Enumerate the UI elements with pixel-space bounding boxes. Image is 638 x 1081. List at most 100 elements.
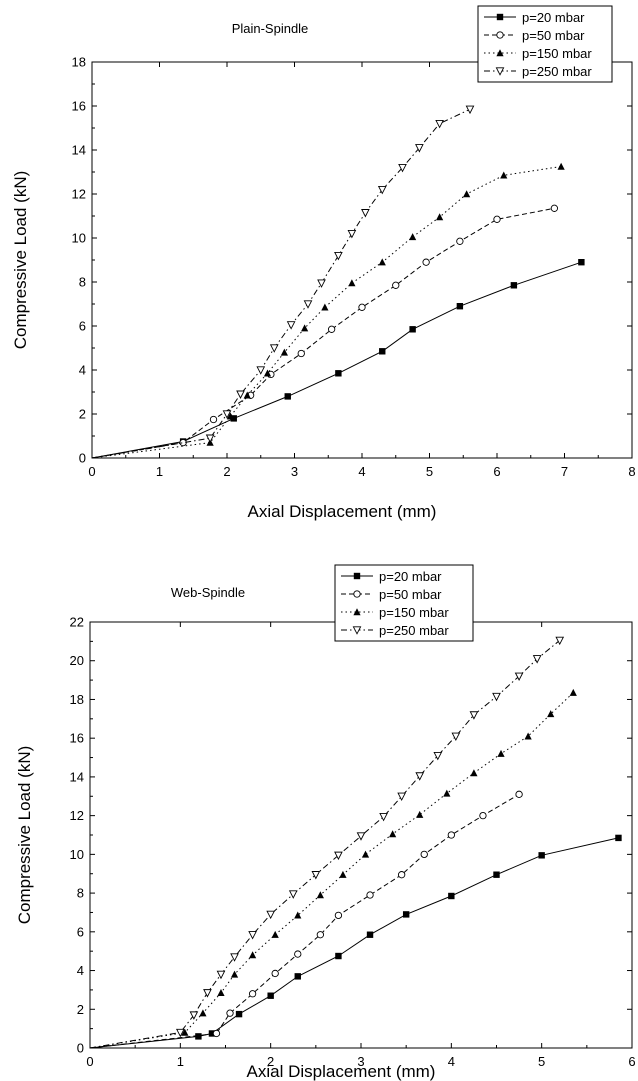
y-tick-label: 18 (72, 55, 86, 70)
x-tick-label: 8 (628, 464, 635, 479)
data-point (356, 832, 366, 841)
data-point (327, 325, 336, 333)
data-point (226, 1009, 234, 1017)
y-tick-label: 16 (72, 99, 86, 114)
y-axis-label: Compressive Load (kN) (11, 171, 30, 350)
data-point (339, 870, 347, 878)
data-point (317, 279, 326, 288)
data-point (256, 366, 266, 375)
y-tick-label: 18 (70, 692, 84, 707)
data-point (263, 369, 272, 377)
data-point (415, 144, 424, 153)
plot-frame (91, 61, 633, 459)
legend-marker (496, 31, 504, 39)
data-point (205, 434, 215, 443)
data-point (203, 989, 212, 998)
data-point (189, 1011, 199, 1020)
x-tick-label: 2 (267, 1054, 274, 1069)
data-point (493, 215, 501, 223)
data-point (514, 672, 524, 682)
legend-marker (496, 13, 504, 21)
data-point (550, 204, 559, 212)
data-point (615, 834, 622, 842)
series-line (91, 261, 582, 459)
x-tick-label: 1 (177, 1054, 184, 1069)
data-point (456, 237, 464, 245)
data-point (249, 951, 257, 959)
data-point (294, 973, 301, 980)
x-tick-label: 3 (291, 464, 298, 479)
data-point (433, 751, 443, 761)
data-point (269, 344, 279, 353)
data-point (316, 931, 324, 939)
chart-title: Plain-Spindle (232, 21, 309, 36)
series-4 (91, 105, 475, 459)
data-point (422, 258, 430, 266)
series-3 (89, 688, 577, 1049)
data-point (335, 370, 342, 377)
series-3 (91, 162, 565, 459)
data-point (266, 910, 276, 920)
data-point (271, 969, 279, 978)
data-point (243, 391, 251, 399)
data-point (493, 871, 500, 878)
data-point (311, 871, 321, 880)
x-axis-label: Axial Displacement (mm) (247, 1062, 436, 1081)
y-tick-label: 22 (70, 615, 84, 630)
data-point (248, 990, 257, 998)
data-point (392, 281, 400, 289)
data-point (397, 871, 406, 879)
y-tick-label: 6 (79, 319, 86, 334)
legend-marker (353, 572, 361, 580)
legend-marker (353, 608, 361, 616)
data-point (515, 790, 523, 798)
chart-2: 0 1 2 3 4 5 60246810121416182022Web-SpindleAxi… (15, 564, 636, 1081)
data-point (557, 162, 565, 170)
data-point (479, 811, 487, 820)
series-2 (89, 790, 523, 1049)
data-point (463, 190, 471, 198)
data-point (500, 171, 508, 179)
data-point (470, 769, 478, 777)
data-point (335, 952, 342, 960)
y-tick-label: 10 (72, 231, 86, 246)
x-tick-label: 5 (538, 1054, 545, 1069)
y-tick-label: 0 (79, 451, 86, 466)
x-tick-label: 4 (358, 464, 365, 479)
y-axis-label: Compressive Load (kN) (15, 746, 34, 925)
data-point (415, 772, 425, 781)
data-point (334, 251, 343, 261)
data-point (195, 1033, 202, 1040)
series-line (89, 692, 574, 1049)
data-point (447, 831, 455, 839)
data-point (294, 911, 302, 919)
data-point (497, 749, 505, 757)
data-point (436, 213, 444, 221)
legend-label: p=20 mbar (379, 569, 442, 584)
data-point (284, 393, 291, 400)
y-tick-label: 4 (79, 363, 86, 378)
data-point (321, 303, 329, 311)
data-point (377, 185, 387, 195)
data-point (378, 258, 386, 266)
legend-marker (496, 49, 504, 57)
data-point (280, 348, 288, 356)
y-tick-label: 0 (77, 1041, 84, 1056)
data-point (347, 229, 357, 239)
legend-marker (495, 67, 505, 76)
series-2 (91, 204, 559, 459)
data-point (555, 636, 565, 646)
data-point (420, 850, 428, 859)
data-point (334, 851, 343, 861)
data-point (547, 710, 555, 718)
series-line (89, 640, 561, 1049)
data-point (379, 812, 388, 822)
data-point (294, 950, 302, 958)
data-point (443, 789, 451, 797)
legend-label: p=150 mbar (379, 605, 449, 620)
data-point (361, 209, 370, 218)
series-line (91, 207, 555, 459)
data-point (361, 850, 370, 858)
data-point (538, 852, 545, 859)
